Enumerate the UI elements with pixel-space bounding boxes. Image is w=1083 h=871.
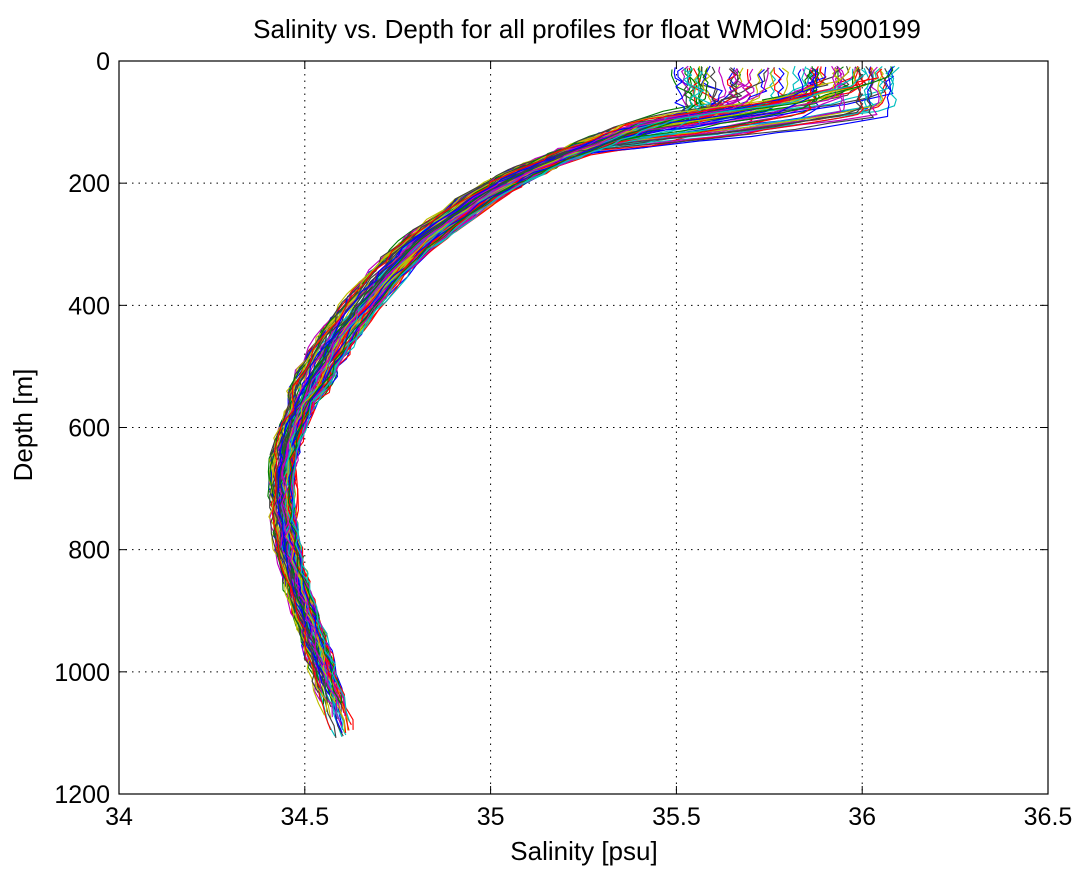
y-tick-label: 0 — [96, 48, 110, 76]
profile-line — [272, 66, 874, 688]
profile-lines — [267, 65, 900, 738]
profile-line — [274, 68, 754, 718]
y-axis-label: Depth [m] — [8, 369, 38, 482]
y-tick-label: 1000 — [54, 659, 110, 687]
profile-line — [291, 67, 696, 678]
x-tick-label: 35.5 — [652, 803, 701, 831]
profile-line — [276, 69, 804, 684]
x-tick-label: 35 — [477, 803, 505, 831]
x-tick-labels: 34 34.5 35 35.5 36 36.5 — [105, 803, 1072, 831]
x-tick-label: 36 — [848, 803, 876, 831]
profile-line — [269, 67, 704, 705]
y-tick-label: 800 — [68, 537, 110, 565]
x-tick-label: 36.5 — [1024, 803, 1073, 831]
x-axis-label: Salinity [psu] — [510, 836, 657, 866]
x-tick-label: 34 — [105, 803, 133, 831]
y-tick-label: 600 — [68, 415, 110, 443]
profile-line — [287, 66, 894, 704]
x-tick-label: 34.5 — [280, 803, 329, 831]
tick-marks — [118, 60, 1049, 795]
y-tick-label: 1200 — [54, 781, 110, 809]
profile-line — [291, 68, 867, 722]
grid-lines — [119, 61, 1048, 794]
profile-line — [284, 67, 859, 733]
profile-line — [271, 68, 883, 689]
profile-line — [281, 67, 769, 727]
y-tick-labels: 0 200 400 600 800 1000 1200 — [54, 48, 110, 809]
y-tick-label: 400 — [68, 292, 110, 320]
profile-line — [275, 66, 864, 703]
chart-title: Salinity vs. Depth for all profiles for … — [253, 14, 921, 44]
y-tick-label: 200 — [68, 170, 110, 198]
